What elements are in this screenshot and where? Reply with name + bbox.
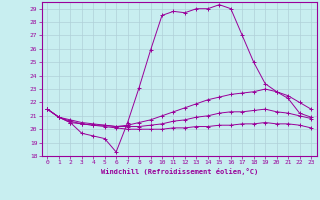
X-axis label: Windchill (Refroidissement éolien,°C): Windchill (Refroidissement éolien,°C) — [100, 168, 258, 175]
